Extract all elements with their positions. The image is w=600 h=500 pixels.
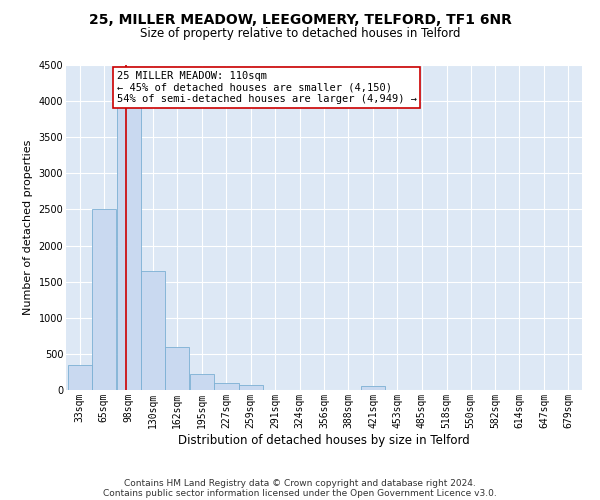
Text: Contains public sector information licensed under the Open Government Licence v3: Contains public sector information licen… — [103, 488, 497, 498]
Y-axis label: Number of detached properties: Number of detached properties — [23, 140, 33, 315]
X-axis label: Distribution of detached houses by size in Telford: Distribution of detached houses by size … — [178, 434, 470, 446]
Bar — [165, 346, 190, 390]
Bar — [190, 374, 214, 390]
Text: 25 MILLER MEADOW: 110sqm
← 45% of detached houses are smaller (4,150)
54% of sem: 25 MILLER MEADOW: 110sqm ← 45% of detach… — [116, 71, 416, 104]
Bar — [92, 210, 116, 390]
Bar — [116, 90, 141, 390]
Text: Size of property relative to detached houses in Telford: Size of property relative to detached ho… — [140, 28, 460, 40]
Text: Contains HM Land Registry data © Crown copyright and database right 2024.: Contains HM Land Registry data © Crown c… — [124, 478, 476, 488]
Bar — [361, 386, 385, 390]
Text: 25, MILLER MEADOW, LEEGOMERY, TELFORD, TF1 6NR: 25, MILLER MEADOW, LEEGOMERY, TELFORD, T… — [89, 12, 511, 26]
Bar — [141, 271, 165, 390]
Bar — [68, 364, 92, 390]
Bar — [239, 386, 263, 390]
Bar — [214, 383, 239, 390]
